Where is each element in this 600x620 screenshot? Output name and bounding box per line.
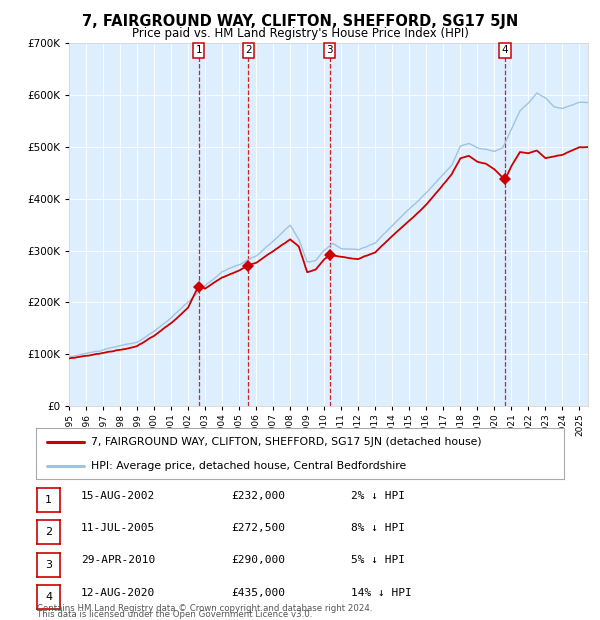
- Text: £232,000: £232,000: [231, 491, 285, 501]
- Text: 2% ↓ HPI: 2% ↓ HPI: [351, 491, 405, 501]
- Text: 15-AUG-2002: 15-AUG-2002: [81, 491, 155, 501]
- Text: 12-AUG-2020: 12-AUG-2020: [81, 588, 155, 598]
- Text: 4: 4: [45, 592, 52, 602]
- Text: 29-APR-2010: 29-APR-2010: [81, 556, 155, 565]
- Text: This data is licensed under the Open Government Licence v3.0.: This data is licensed under the Open Gov…: [37, 609, 313, 619]
- Text: 7, FAIRGROUND WAY, CLIFTON, SHEFFORD, SG17 5JN: 7, FAIRGROUND WAY, CLIFTON, SHEFFORD, SG…: [82, 14, 518, 29]
- Text: 1: 1: [45, 495, 52, 505]
- Text: 3: 3: [326, 45, 333, 55]
- Text: £272,500: £272,500: [231, 523, 285, 533]
- Text: £290,000: £290,000: [231, 556, 285, 565]
- Text: 2: 2: [45, 528, 52, 538]
- Text: 14% ↓ HPI: 14% ↓ HPI: [351, 588, 412, 598]
- Text: Contains HM Land Registry data © Crown copyright and database right 2024.: Contains HM Land Registry data © Crown c…: [37, 603, 373, 613]
- Text: 8% ↓ HPI: 8% ↓ HPI: [351, 523, 405, 533]
- Text: HPI: Average price, detached house, Central Bedfordshire: HPI: Average price, detached house, Cent…: [91, 461, 407, 471]
- Text: 11-JUL-2005: 11-JUL-2005: [81, 523, 155, 533]
- Text: 4: 4: [502, 45, 508, 55]
- Text: 7, FAIRGROUND WAY, CLIFTON, SHEFFORD, SG17 5JN (detached house): 7, FAIRGROUND WAY, CLIFTON, SHEFFORD, SG…: [91, 437, 482, 447]
- Text: £435,000: £435,000: [231, 588, 285, 598]
- Text: 3: 3: [45, 560, 52, 570]
- Text: 5% ↓ HPI: 5% ↓ HPI: [351, 556, 405, 565]
- Text: 1: 1: [196, 45, 202, 55]
- Text: Price paid vs. HM Land Registry's House Price Index (HPI): Price paid vs. HM Land Registry's House …: [131, 27, 469, 40]
- Text: 2: 2: [245, 45, 251, 55]
